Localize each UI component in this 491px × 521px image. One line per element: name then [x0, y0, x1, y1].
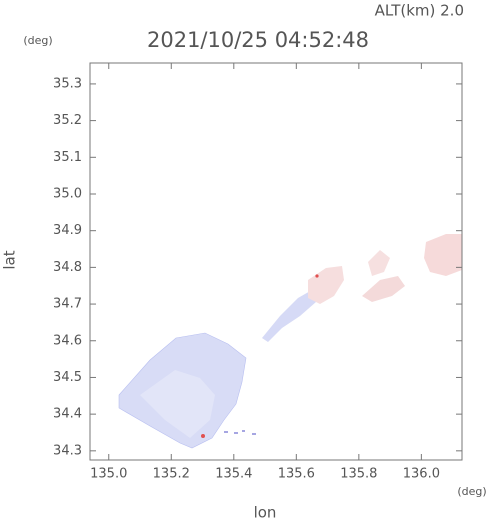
y-tick-label: 34.4	[53, 407, 82, 422]
y-axis-label: lat	[1, 250, 19, 269]
y-tick-label: 34.5	[53, 370, 82, 385]
echo-area	[140, 370, 215, 438]
y-tick-label: 34.8	[53, 260, 82, 275]
echo-area	[362, 276, 405, 302]
x-tick-label: 135.6	[278, 467, 315, 482]
echo-area	[308, 266, 344, 304]
y-tick-label: 34.3	[53, 443, 82, 458]
echo-field	[118, 234, 462, 449]
x-axis-label: lon	[254, 504, 277, 521]
y-tick-label: 34.7	[53, 297, 82, 312]
echo-cell	[224, 430, 256, 435]
y-tick-label: 34.6	[53, 333, 82, 348]
plot-frame	[89, 62, 463, 461]
echo-cell	[315, 274, 319, 278]
x-tick-label: 135.0	[90, 467, 127, 482]
chart-title: 2021/10/25 04:52:48	[147, 28, 369, 52]
echo-area	[368, 250, 390, 276]
y-tick-label: 35.2	[53, 113, 82, 128]
y-tick-label: 34.9	[53, 223, 82, 238]
echo-area	[424, 234, 462, 276]
y-unit: (deg)	[23, 34, 52, 47]
echo-area	[262, 290, 316, 342]
altitude-label: ALT(km) 2.0	[375, 2, 464, 20]
x-tick-label: 135.2	[153, 467, 190, 482]
y-tick-label: 35.3	[53, 76, 82, 91]
x-tick-label: 135.4	[215, 467, 252, 482]
x-tick-label: 135.8	[340, 467, 377, 482]
x-tick-label: 136.0	[403, 467, 440, 482]
y-tick-label: 35.0	[53, 186, 82, 201]
y-tick-label: 35.1	[53, 150, 82, 165]
echo-cell	[201, 434, 205, 438]
x-unit: (deg)	[457, 485, 486, 498]
